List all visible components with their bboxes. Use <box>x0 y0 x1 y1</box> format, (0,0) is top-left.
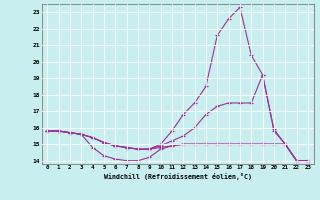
X-axis label: Windchill (Refroidissement éolien,°C): Windchill (Refroidissement éolien,°C) <box>104 173 252 180</box>
